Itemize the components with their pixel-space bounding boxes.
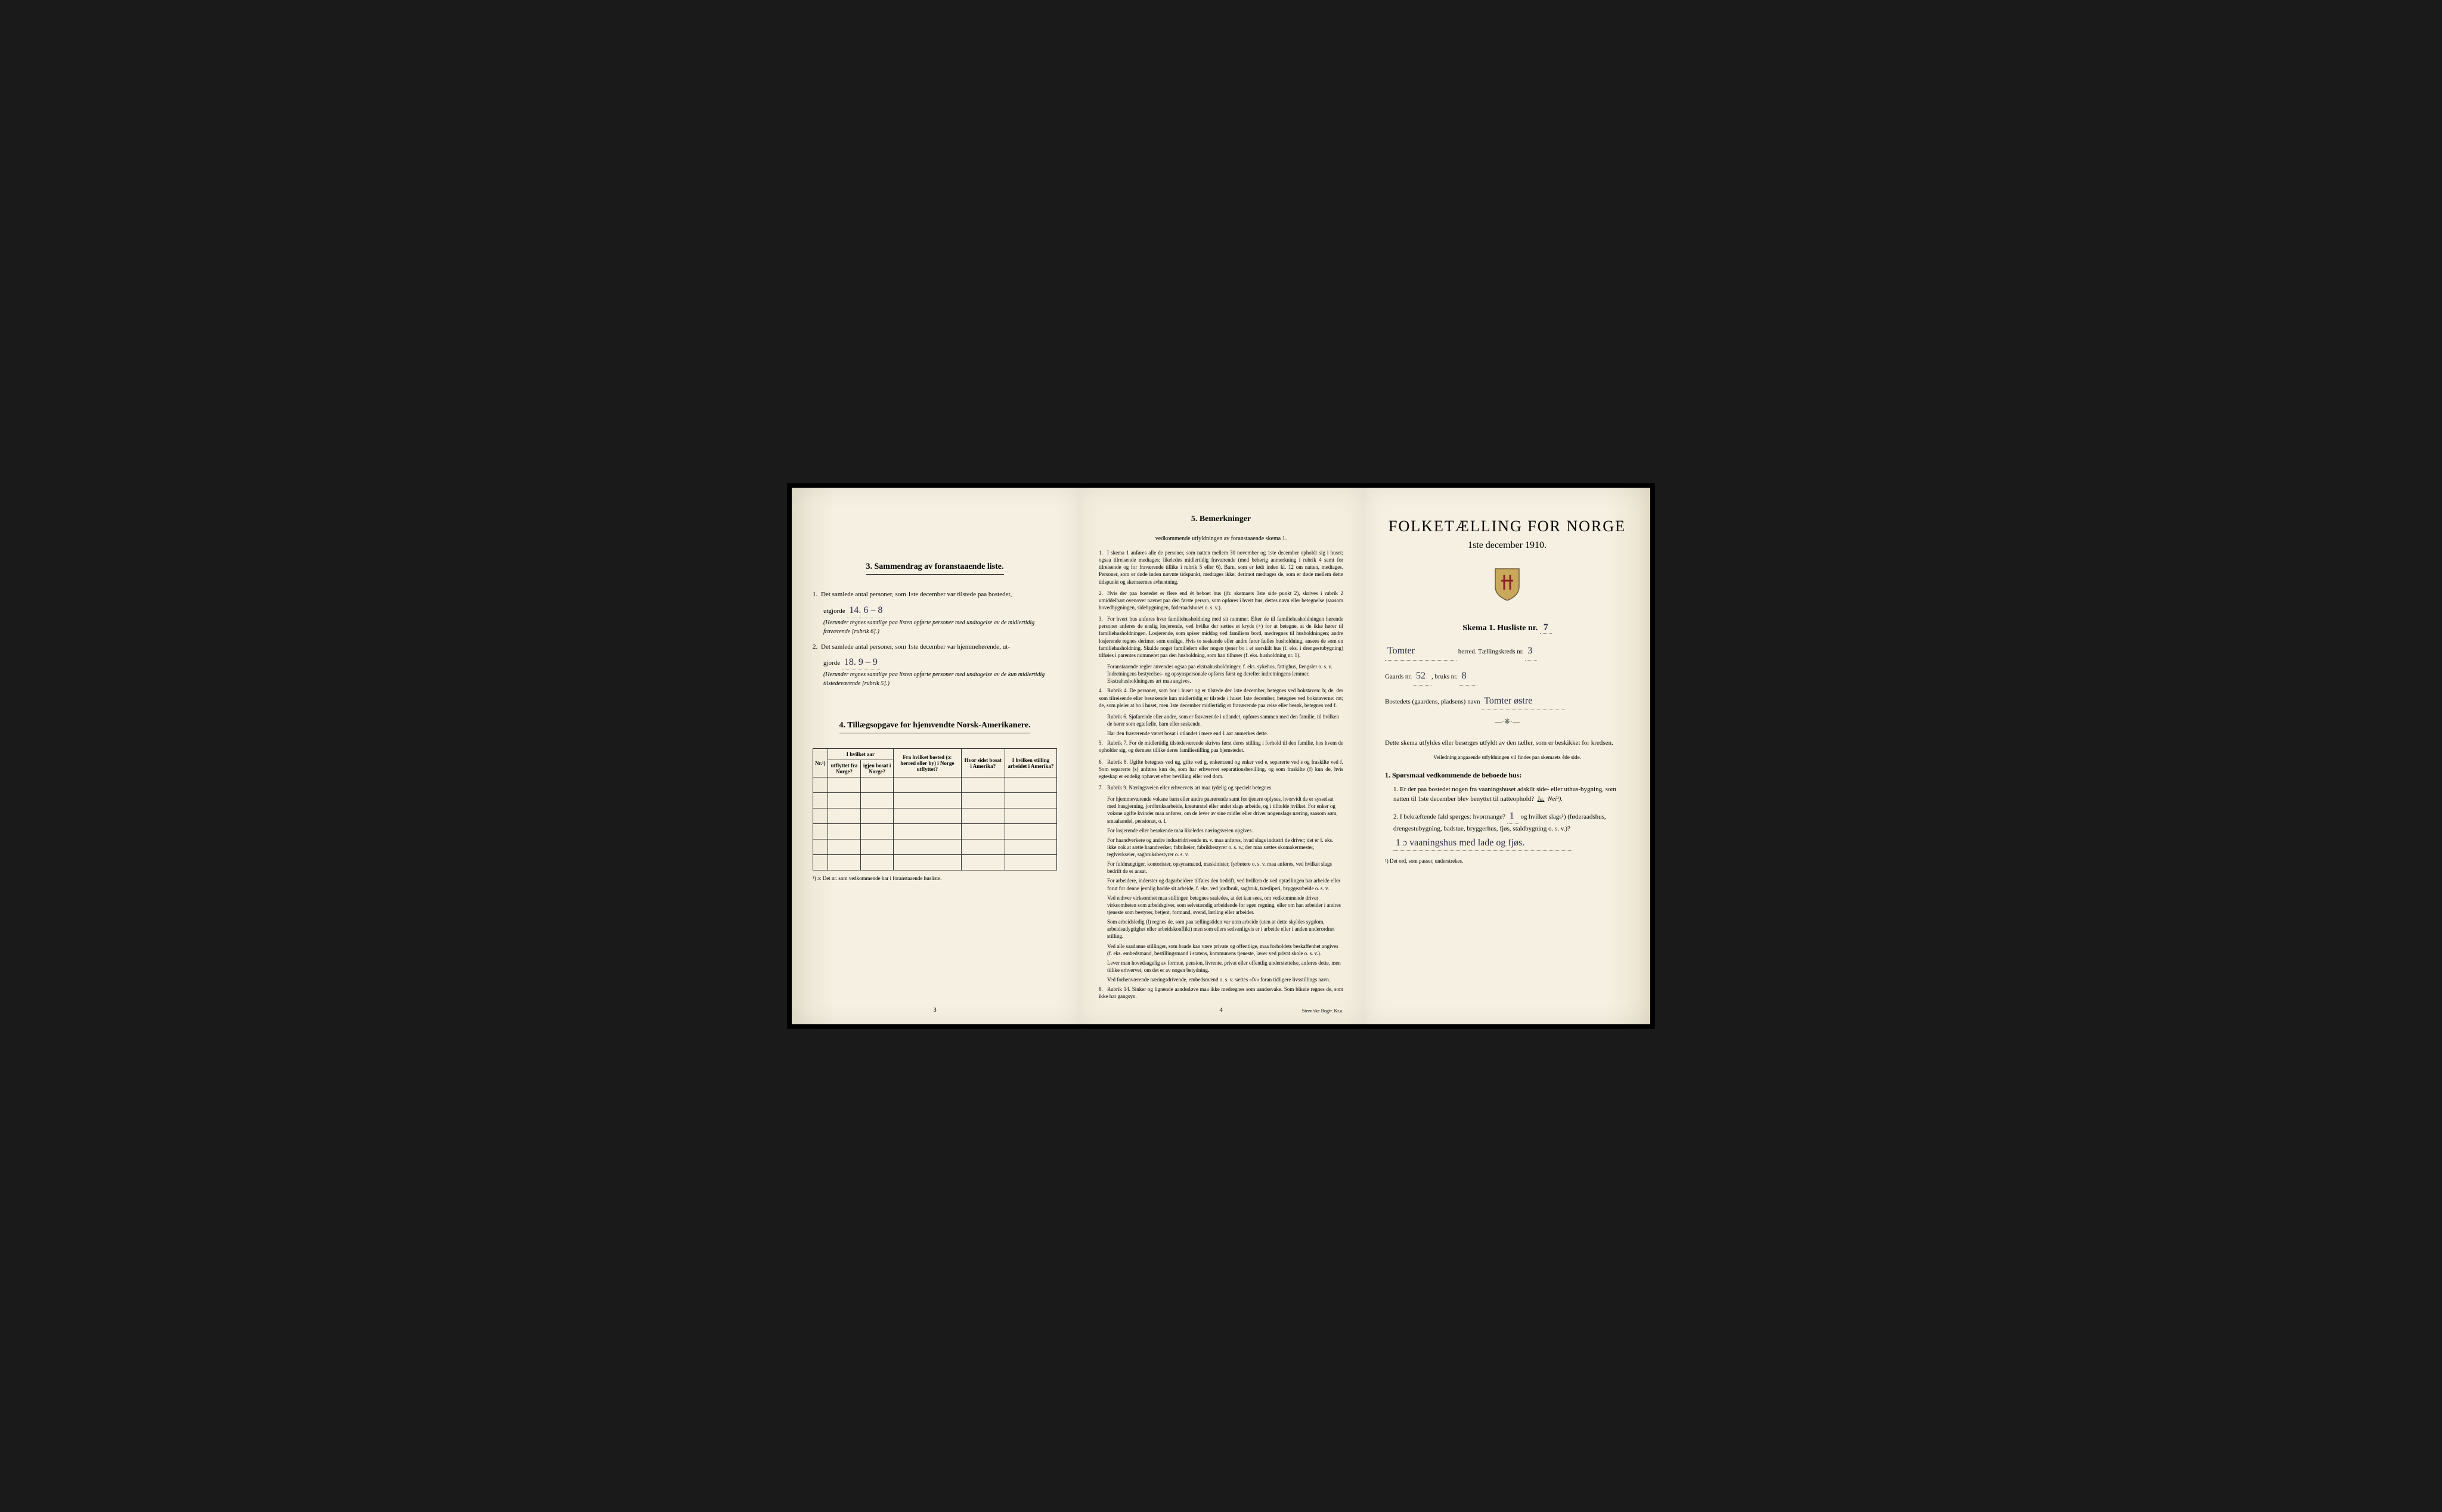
section-5-title: 5. Bemerkninger	[1191, 515, 1251, 526]
ornament-icon: ―·❋·―	[1385, 717, 1629, 726]
value-tilstede: 14. 6 – 8	[847, 603, 885, 618]
printer-mark: Steen'ske Bogtr. Kr.a.	[1302, 1008, 1343, 1014]
table-row	[813, 777, 1057, 793]
table-body	[813, 777, 1057, 870]
bosted-line: Bostedets (gaardens, pladsens) navn Tomt…	[1385, 693, 1629, 711]
husliste-nr: 7	[1540, 622, 1552, 634]
herred-line: Tomter herred. Tællingskreds nr. 3	[1385, 643, 1629, 661]
section-3-title: 3. Sammendrag av foranstaaende liste.	[866, 562, 1004, 575]
table-footnote: ¹) ɔ: Det nr. som vedkommende har i fora…	[813, 875, 1057, 881]
document-spread: 3. Sammendrag av foranstaaende liste. 1.…	[787, 483, 1655, 1029]
main-date: 1ste december 1910.	[1385, 540, 1629, 551]
remarks-list: 1.I skema 1 anføres alle de personer, so…	[1099, 549, 1343, 1000]
right-footnote: ¹) Det ord, som passer, understrekes.	[1385, 858, 1629, 864]
question-1: 1. Er der paa bostedet nogen fra vaaning…	[1393, 785, 1629, 804]
item-1: 1.Det samlede antal personer, som 1ste d…	[813, 590, 1057, 636]
question-section: 1. Spørsmaal vedkommende de beboede hus:…	[1385, 771, 1629, 865]
gaards-nr: 52	[1414, 668, 1431, 686]
q2-count: 1	[1507, 809, 1519, 824]
page-number: 3	[933, 1006, 937, 1014]
skema-line: Skema 1. Husliste nr. 7	[1385, 622, 1629, 634]
question-2: 2. I bekræftende fald spørges: hvormange…	[1393, 809, 1629, 851]
amerikanere-table: Nr.¹) I hvilket aar Fra hvilket bosted (…	[813, 748, 1057, 870]
gaards-line: Gaards nr. 52, bruks nr. 8	[1385, 668, 1629, 686]
page-title-page: FOLKETÆLLING FOR NORGE 1ste december 191…	[1364, 488, 1650, 1024]
section-4-title: 4. Tillægsopgave for hjemvendte Norsk-Am…	[839, 721, 1031, 733]
kreds-nr: 3	[1525, 643, 1537, 661]
coat-of-arms-icon	[1385, 566, 1629, 608]
q2-answer: 1 ɔ vaaningshus med lade og fjøs.	[1393, 836, 1572, 851]
answer-ja: Ja.	[1538, 795, 1545, 803]
section-5-subtitle: vedkommende utfyldningen av foranstaaend…	[1099, 535, 1343, 542]
q-title: 1. Spørsmaal vedkommende de beboede hus:	[1385, 771, 1629, 780]
table-row	[813, 839, 1057, 855]
main-title: FOLKETÆLLING FOR NORGE	[1385, 518, 1629, 535]
page-3: 3. Sammendrag av foranstaaende liste. 1.…	[792, 488, 1078, 1024]
bruks-nr: 8	[1459, 668, 1477, 686]
value-hjemme: 18. 9 – 9	[842, 655, 880, 670]
herred-value: Tomter	[1385, 643, 1456, 661]
item-2: 2.Det samlede antal personer, som 1ste d…	[813, 642, 1057, 689]
page-4: 5. Bemerkninger vedkommende utfyldningen…	[1078, 488, 1364, 1024]
table-row	[813, 793, 1057, 808]
page-number: 4	[1219, 1006, 1223, 1014]
table-row	[813, 824, 1057, 839]
table-row	[813, 855, 1057, 870]
intro-text: Dette skema utfyldes eller besørges utfy…	[1385, 738, 1629, 748]
bosted-value: Tomter østre	[1482, 693, 1565, 711]
table-row	[813, 808, 1057, 824]
intro-sub: Veiledning angaaende utfyldningen vil fi…	[1385, 754, 1629, 760]
answer-nei: Nei¹).	[1548, 795, 1563, 803]
